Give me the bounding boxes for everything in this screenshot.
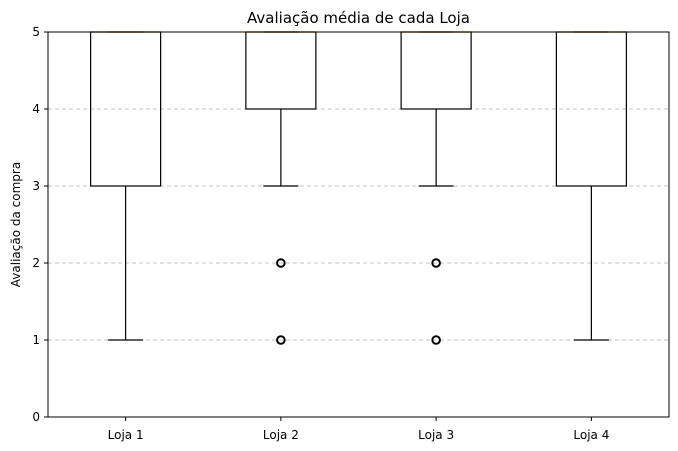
y-tick-label: 1 bbox=[32, 333, 40, 347]
x-tick-label: Loja 3 bbox=[418, 428, 454, 442]
y-tick-label: 5 bbox=[32, 25, 40, 39]
plot-frame bbox=[47, 31, 670, 418]
x-tick-label: Loja 4 bbox=[573, 428, 609, 442]
iqr-box bbox=[245, 31, 317, 110]
box-layer bbox=[90, 31, 627, 345]
iqr-box bbox=[400, 31, 472, 110]
y-tick-label: 4 bbox=[32, 102, 40, 116]
y-tick-label: 2 bbox=[32, 256, 40, 270]
box-group bbox=[90, 31, 162, 341]
x-tick-label: Loja 2 bbox=[263, 428, 299, 442]
outlier-point bbox=[276, 335, 286, 345]
outlier-point bbox=[431, 258, 441, 268]
box-group bbox=[245, 31, 317, 345]
y-tick-label: 3 bbox=[32, 179, 40, 193]
chart-title: Avaliação média de cada Loja bbox=[247, 9, 470, 27]
x-tick-label: Loja 1 bbox=[108, 428, 144, 442]
outlier-point bbox=[276, 258, 286, 268]
y-axis-label: Avaliação da compra bbox=[9, 162, 23, 287]
box-group bbox=[400, 31, 472, 345]
grid-layer bbox=[48, 108, 669, 341]
outlier-point bbox=[431, 335, 441, 345]
y-tick-label: 0 bbox=[32, 410, 40, 424]
box-group bbox=[555, 31, 627, 341]
tick-layer: 0 1 2 3 4 5 Loja 1 Loja 2 Loja 3 Loja 4 bbox=[32, 25, 609, 442]
